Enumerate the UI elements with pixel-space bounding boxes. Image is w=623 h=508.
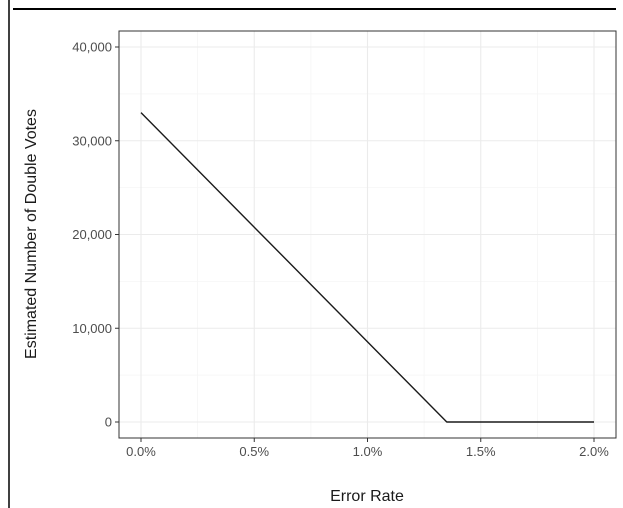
- x-tick-label: 1.0%: [353, 444, 383, 459]
- y-axis-ticks: 0 10,000 20,000 30,000 40,000: [72, 40, 119, 430]
- x-axis-title: Error Rate: [330, 488, 404, 505]
- x-axis-ticks: 0.0% 0.5% 1.0% 1.5% 2.0%: [126, 438, 609, 459]
- series-layer: [140, 112, 594, 423]
- x-tick-label: 0.5%: [239, 444, 269, 459]
- y-tick-label: 40,000: [72, 40, 112, 55]
- x-tick-label: 0.0%: [126, 444, 156, 459]
- y-tick-label: 20,000: [72, 227, 112, 242]
- grid-major: [119, 31, 616, 438]
- x-tick-label: 2.0%: [579, 444, 609, 459]
- x-tick-label: 1.5%: [466, 444, 496, 459]
- y-tick-label: 10,000: [72, 321, 112, 336]
- y-tick-label: 0: [105, 415, 112, 430]
- series-line-0: [140, 112, 594, 423]
- y-tick-label: 30,000: [72, 133, 112, 148]
- y-axis-title: Estimated Number of Double Votes: [23, 109, 40, 359]
